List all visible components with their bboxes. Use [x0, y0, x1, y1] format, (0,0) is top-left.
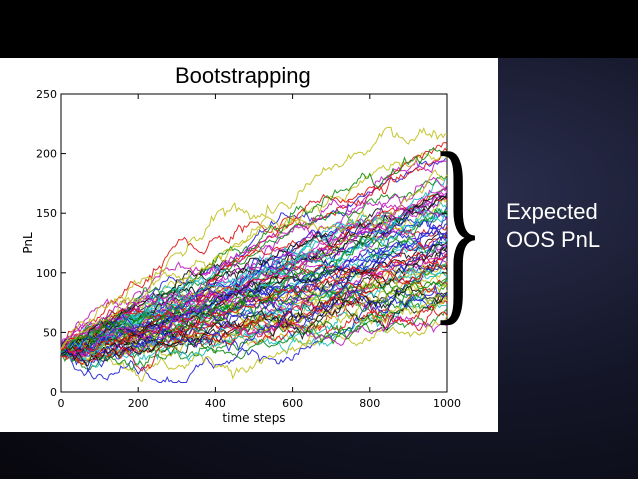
pnl-path-line	[60, 230, 448, 358]
pnl-path-line	[60, 126, 448, 350]
slide-title: Bootstrapping	[175, 63, 311, 88]
x-tick-label: 600	[282, 397, 303, 410]
x-axis-label: time steps	[222, 411, 285, 425]
pnl-path-line	[60, 242, 448, 352]
pnl-path-line	[60, 266, 448, 353]
pnl-path-line	[60, 207, 448, 353]
pnl-path-line	[60, 169, 448, 352]
pnl-path-line	[60, 150, 448, 356]
y-tick-label: 250	[36, 88, 57, 101]
pnl-path-line	[60, 230, 448, 358]
pnl-path-line	[60, 174, 448, 353]
x-tick-label: 1000	[433, 397, 461, 410]
pnl-path-line	[60, 251, 448, 383]
pnl-path-line	[60, 305, 448, 358]
y-tick-label: 150	[36, 207, 57, 220]
pnl-path-line	[60, 194, 448, 351]
annotation-line-2: OOS PnL	[506, 227, 601, 252]
plot-frame	[60, 93, 448, 393]
pnl-path-line	[60, 273, 448, 355]
y-axis-label: PnL	[21, 232, 35, 254]
pnl-path-line	[60, 263, 448, 383]
expected-oos-annotation: Expected OOS PnL	[506, 198, 626, 254]
pnl-chart: 0 200 400 600 800 1000 0 50 100 150 200 250 time s…	[21, 88, 461, 425]
slide-header-band	[0, 0, 638, 58]
pnl-path-line	[60, 147, 448, 351]
y-tick-label: 50	[43, 326, 57, 339]
y-tick-label: 200	[36, 148, 57, 161]
x-tick-label: 800	[359, 397, 380, 410]
pnl-path-line	[60, 234, 447, 371]
bootstrap-paths	[60, 126, 448, 383]
pnl-path-line	[60, 270, 448, 361]
pnl-path-line	[60, 251, 448, 354]
x-tick-label: 400	[205, 397, 226, 410]
annotation-line-1: Expected	[506, 199, 598, 224]
x-tick-label: 0	[58, 397, 65, 410]
pnl-path-line	[60, 176, 448, 346]
y-tick-label: 100	[36, 267, 57, 280]
pnl-path-line	[60, 260, 448, 372]
pnl-path-line	[61, 285, 448, 367]
curly-brace-icon: }	[430, 111, 486, 343]
y-tick-label: 0	[50, 386, 57, 399]
x-axis-ticks: 0 200 400 600 800 1000	[58, 94, 461, 410]
x-tick-label: 200	[128, 397, 149, 410]
pnl-path-line	[60, 208, 448, 357]
pnl-path-line	[60, 278, 448, 360]
y-axis-ticks: 0 50 100 150 200 250	[36, 88, 447, 399]
